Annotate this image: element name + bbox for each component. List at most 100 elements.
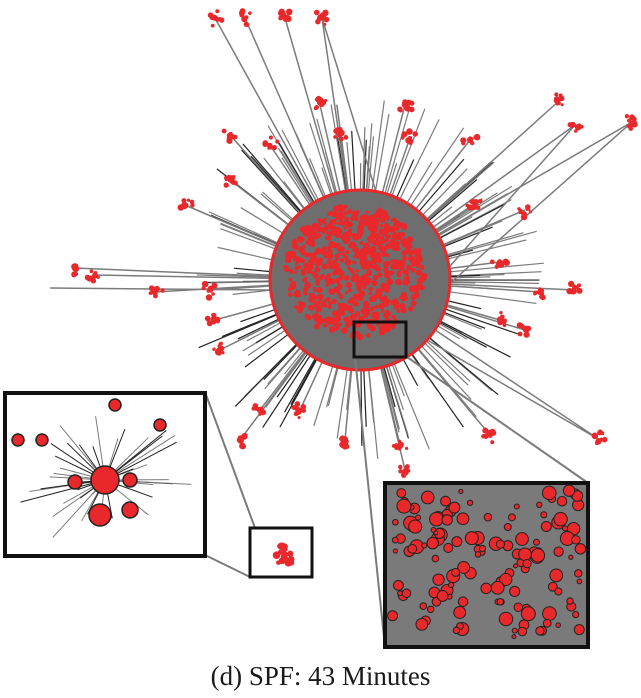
graph-edge [366, 123, 373, 191]
core-node [383, 222, 390, 229]
graph-edge [279, 358, 318, 428]
cluster-node [461, 141, 466, 146]
graph-edge [374, 113, 390, 192]
inset-right-node [419, 602, 428, 611]
long-edge [409, 329, 601, 441]
core-node [350, 232, 357, 239]
graph-edge [316, 118, 338, 194]
zoom-source-node [276, 560, 281, 565]
graph-edge [262, 191, 294, 221]
inset-left-node [121, 501, 139, 519]
cluster-edge [184, 204, 278, 246]
cluster-node [89, 269, 94, 274]
core-node [402, 255, 408, 261]
cluster-node [521, 211, 527, 218]
core-node [336, 311, 343, 317]
core-node [392, 244, 397, 249]
core-node [303, 291, 308, 296]
core-node [320, 227, 326, 232]
core-node [338, 322, 343, 326]
graph-edge [427, 179, 478, 222]
inset-right-node [397, 590, 403, 597]
cluster-edge [389, 137, 411, 196]
cluster-node [405, 446, 409, 450]
cluster-node [488, 433, 492, 437]
core-node [352, 260, 357, 265]
core-node [293, 290, 300, 298]
cluster-node [318, 100, 325, 107]
inset-right-node [518, 547, 532, 562]
core-node [385, 260, 391, 266]
cluster-edge [94, 274, 271, 280]
cluster-node [344, 444, 350, 450]
core-node [313, 273, 319, 279]
graph-edge [386, 365, 409, 436]
core-node [357, 294, 364, 302]
cluster-edge [229, 134, 301, 214]
core-node [376, 240, 383, 247]
core-node [303, 229, 311, 237]
cluster-node [226, 132, 233, 139]
graph-edge [439, 320, 511, 358]
cluster-node [398, 469, 403, 474]
cluster-edge [269, 144, 311, 206]
inset-right-node [507, 513, 516, 522]
core-node [392, 259, 400, 266]
graph-edge [250, 155, 302, 213]
inset-right-node [547, 581, 558, 592]
cluster-node [470, 204, 476, 210]
core-node [396, 270, 402, 275]
cluster-node [567, 280, 575, 288]
inset-right-node [522, 559, 532, 569]
core-node [399, 262, 405, 267]
zoom-connector [354, 356, 386, 648]
graph-edge [368, 369, 379, 459]
core-node [406, 264, 412, 271]
cluster-node [404, 464, 410, 470]
cluster-edge [214, 17, 318, 202]
inset-right-node [392, 548, 399, 554]
cluster-node [190, 203, 195, 208]
graph-edge [336, 137, 347, 192]
cluster-node [205, 294, 213, 301]
core-node [344, 216, 350, 222]
zoom-connector [406, 356, 589, 484]
inset-right-node [464, 531, 479, 546]
cluster-edge [299, 361, 323, 411]
core-node [316, 319, 323, 326]
cluster-node [201, 280, 209, 288]
core-node [328, 326, 336, 333]
figure-caption: (d) SPF: 43 Minutes [210, 661, 431, 691]
graph-edge [260, 193, 293, 222]
core-node [376, 257, 383, 264]
core-node [355, 251, 359, 256]
graph-edge [313, 365, 334, 426]
core-node [328, 219, 335, 225]
core-node [309, 293, 313, 297]
graph-edge [438, 322, 468, 340]
inset-right-node [431, 554, 440, 563]
core-node [353, 301, 359, 307]
core-node [404, 275, 410, 281]
cluster-node [517, 331, 523, 337]
cluster-node [391, 444, 396, 448]
inset-right-node [478, 544, 487, 553]
core-node [350, 216, 355, 222]
core-node [382, 232, 386, 237]
graph-edge [263, 344, 298, 381]
graph-edge [208, 211, 279, 244]
graph-edge [267, 346, 301, 385]
graph-edges [49, 17, 633, 471]
core-node [349, 313, 357, 321]
core-node [302, 277, 308, 283]
core-node [377, 272, 383, 278]
core-node [391, 314, 396, 320]
core-node [320, 302, 325, 307]
inset-left-node [153, 418, 167, 432]
core-node [339, 206, 346, 213]
core-node [304, 281, 312, 289]
core-node [303, 262, 308, 268]
graph-edge [449, 274, 481, 278]
cluster-edge [344, 369, 353, 441]
inset-right-node [568, 554, 574, 560]
